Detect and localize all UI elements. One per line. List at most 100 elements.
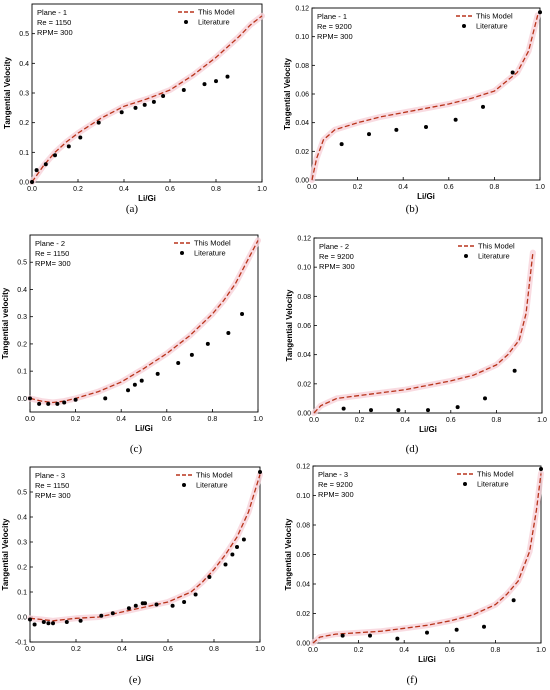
legend-marker-swatch (462, 24, 466, 28)
x-tick-label: 0.8 (208, 416, 218, 423)
legend-label-model: This Model (198, 8, 235, 17)
panel-info-line: RPM= 300 (35, 259, 71, 268)
x-tick-label: 0.8 (491, 647, 501, 654)
x-axis-label: Li/Gi (136, 654, 154, 663)
y-tick-label: 0.1 (17, 590, 27, 597)
panel-info-line: Re = 1150 (35, 481, 69, 490)
literature-point (368, 633, 372, 638)
y-axis-label: Tangential Velocity (285, 289, 294, 361)
literature-point (395, 636, 400, 641)
y-tick-label: 0.5 (17, 490, 27, 497)
literature-point (426, 408, 430, 413)
x-tick-label: 0.4 (119, 186, 129, 193)
y-tick-label: 0.2 (17, 341, 27, 348)
y-tick-label: 0.00 (297, 411, 311, 418)
x-tick-label: 1.0 (253, 416, 263, 423)
chart-panel-e: 0.0 0.2 0.4 0.6 0.8 1.0-0.10.00.10.20.30.40.5… (1, 466, 265, 686)
literature-point (205, 341, 210, 346)
x-tick-label: 0.2 (354, 647, 364, 654)
literature-point (225, 74, 230, 79)
literature-point (454, 627, 459, 632)
x-tick-label: 0.6 (445, 647, 455, 654)
literature-point (126, 388, 131, 393)
y-tick-label: 0.2 (19, 120, 29, 127)
x-tick-label: 0.2 (355, 417, 365, 424)
literature-point (133, 105, 138, 110)
panel-info-line: Re = 9200 (319, 252, 354, 261)
literature-point (511, 598, 516, 603)
y-axis-label: Tangential Velocity (283, 58, 292, 130)
y-axis-label: Tangential Velocity (1, 518, 10, 590)
literature-point (53, 153, 57, 158)
legend-label-literature: Literature (194, 249, 226, 258)
literature-point (176, 360, 181, 365)
literature-point (539, 466, 543, 471)
literature-point (510, 70, 515, 75)
chart-panel-b: 0.0 0.2 0.4 0.6 0.8 1.0 0.00 0.02 0.04 0.06 0.08 0.… (283, 6, 545, 216)
panel-caption: (c) (130, 443, 143, 455)
literature-point (46, 621, 51, 626)
legend-marker-swatch (464, 254, 468, 258)
y-tick-label: 0.08 (295, 63, 309, 70)
x-tick-label: 0.8 (209, 646, 219, 653)
literature-point (37, 401, 42, 406)
literature-point (481, 104, 485, 109)
panel-caption: (d) (406, 443, 419, 455)
x-tick-label: 0.6 (444, 184, 454, 191)
literature-point (51, 621, 55, 626)
panel-caption: (e) (129, 674, 142, 686)
panel-info-line: Re = 1150 (35, 249, 69, 258)
legend-label-model: This Model (194, 239, 231, 248)
panel-caption: (b) (406, 203, 419, 215)
x-tick-label: 0.2 (353, 184, 363, 191)
legend-label-literature: Literature (198, 18, 230, 27)
legend-label-model: This Model (478, 242, 515, 251)
legend-label-literature: Literature (478, 252, 510, 261)
x-axis-label: Li/Gi (417, 192, 435, 201)
literature-point (226, 331, 231, 336)
literature-point (170, 603, 175, 608)
literature-point (538, 10, 542, 15)
literature-point (66, 144, 71, 149)
y-tick-label: 0.12 (297, 236, 311, 243)
literature-point (258, 470, 262, 474)
literature-point (28, 617, 32, 622)
y-tick-label: 0.02 (296, 611, 310, 618)
model-curve (311, 15, 539, 181)
panel-info-line: Plane - 1 (37, 8, 67, 17)
literature-point (512, 368, 517, 373)
x-tick-label: 0.8 (211, 186, 221, 193)
literature-point (483, 396, 487, 401)
x-tick-label: 0.6 (446, 417, 456, 424)
chart-panel-f: 0.0 0.2 0.4 0.6 0.8 1.0 0.00 0.02 0.04 0.06 0.08 0.… (284, 464, 546, 687)
literature-point (369, 408, 373, 413)
panel-info-line: Plane - 3 (35, 471, 65, 480)
literature-point (396, 408, 401, 413)
literature-point (202, 82, 207, 87)
y-tick-label: 0.00 (295, 178, 309, 185)
y-tick-label: 0.04 (296, 582, 310, 589)
literature-point (62, 400, 67, 405)
legend-label-model: This Model (477, 470, 514, 479)
literature-point (151, 99, 156, 104)
literature-point (110, 611, 115, 616)
panel-info-line: Plane - 2 (35, 239, 65, 248)
literature-point (99, 613, 104, 618)
y-axis-label: Tangential velocity (1, 287, 10, 359)
y-tick-label: 0.04 (297, 352, 311, 359)
y-tick-label: 0.5 (19, 31, 29, 38)
y-tick-label: 0.4 (19, 61, 29, 68)
y-tick-label: 0.3 (19, 91, 29, 98)
y-tick-label: 0.10 (296, 493, 310, 500)
y-tick-label: 0.06 (295, 92, 309, 99)
literature-point (482, 624, 486, 629)
panel-info-line: Plane - 2 (319, 242, 349, 251)
y-tick-label: 0.08 (297, 294, 311, 301)
literature-point (241, 537, 246, 542)
y-tick-label: 0.00 (296, 641, 310, 648)
y-tick-label: 0.0 (17, 396, 27, 403)
panel-info-line: Re = 1150 (37, 18, 71, 27)
plot-frame (31, 3, 263, 183)
literature-point (46, 401, 51, 406)
literature-point (154, 602, 159, 607)
